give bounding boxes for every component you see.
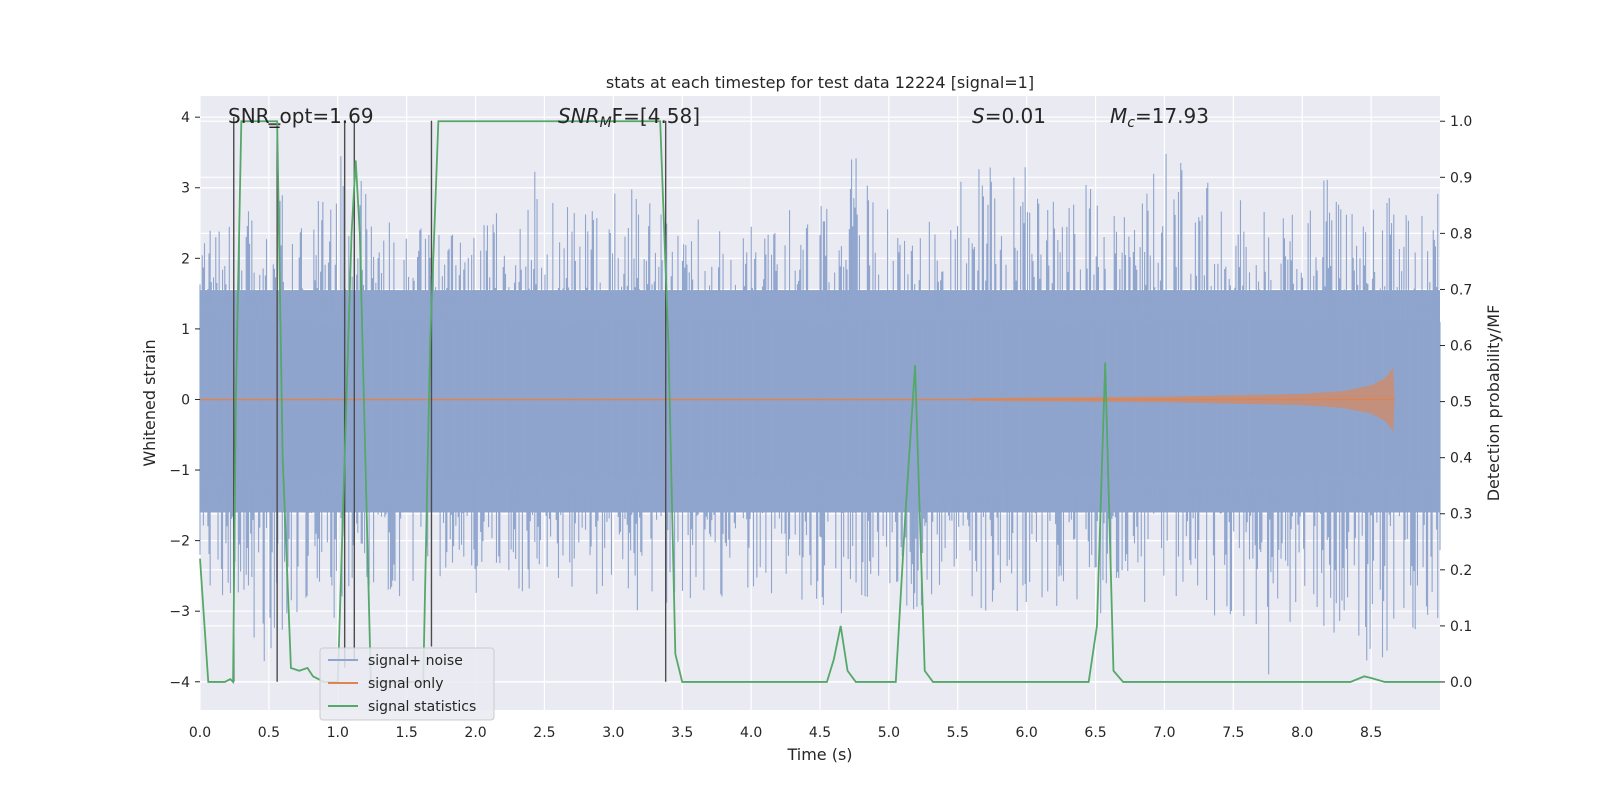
x-tick-label-17: 8.5 <box>1360 725 1382 741</box>
y2-tick-label-10: 0.0 <box>1450 675 1472 691</box>
legend-label-signal: signal only <box>368 676 443 692</box>
signal-only-series <box>200 367 1395 432</box>
legend-label-noise: signal+ noise <box>368 653 463 669</box>
y-tick-label-2: 2 <box>181 251 190 267</box>
x-tick-label-1: 0.5 <box>258 725 280 741</box>
y2-tick-label-3: 0.7 <box>1450 282 1472 298</box>
x-tick-label-14: 7.0 <box>1153 725 1175 741</box>
y-tick-label-4: 0 <box>181 392 190 408</box>
statistics-line <box>199 120 1440 685</box>
x-tick-label-4: 2.0 <box>464 725 486 741</box>
y-tick-label-8: −4 <box>169 675 190 691</box>
x-tick-label-0: 0.0 <box>189 725 211 741</box>
x-ticks: 0.0 0.5 1.0 1.5 2.0 2.5 3.0 3.5 4.0 4.5 5.0 5.5 6.0 6… <box>189 725 1382 741</box>
x-tick-label-2: 1.0 <box>327 725 349 741</box>
y-tick-label-7: −3 <box>169 604 190 620</box>
y2-tick-label-4: 0.6 <box>1450 339 1472 355</box>
signal-chirp <box>971 367 1395 432</box>
x-tick-label-11: 5.5 <box>947 725 969 741</box>
y2-tick-label-8: 0.2 <box>1450 563 1472 579</box>
y-ticks: 4 3 2 1 0 −1 −2 −3 −4 <box>169 110 200 691</box>
x-axis-label: Time (s) <box>786 745 852 764</box>
y2-tick-label-7: 0.3 <box>1450 507 1472 523</box>
annotation-mc: Mc=17.93 <box>1110 104 1209 131</box>
x-tick-label-7: 3.5 <box>671 725 693 741</box>
x-tick-label-9: 4.5 <box>809 725 831 741</box>
chart-title: stats at each timestep for test data 122… <box>606 73 1034 92</box>
y2-tick-label-1: 0.9 <box>1450 170 1472 186</box>
legend: signal+ noise signal only signal statist… <box>319 647 495 721</box>
x-tick-label-3: 1.5 <box>396 725 418 741</box>
y2-tick-label-9: 0.1 <box>1450 619 1472 635</box>
x-tick-label-6: 3.0 <box>602 725 624 741</box>
x-tick-label-12: 6.0 <box>1016 725 1038 741</box>
x-tick-label-15: 7.5 <box>1222 725 1244 741</box>
y-axis-label: Whitened strain <box>140 339 159 466</box>
y-tick-label-5: −1 <box>169 463 190 479</box>
y2-tick-label-2: 0.8 <box>1450 226 1472 242</box>
y-tick-label-6: −2 <box>169 534 190 550</box>
y2-tick-label-5: 0.5 <box>1450 395 1472 411</box>
x-tick-label-10: 5.0 <box>878 725 900 741</box>
legend-label-statistics: signal statistics <box>368 699 476 715</box>
statistics-series <box>199 120 1440 685</box>
x-tick-label-8: 4.0 <box>740 725 762 741</box>
y2-axis-label: Detection probability/MF <box>1484 305 1503 502</box>
y2-tick-label-0: 1.0 <box>1450 114 1472 130</box>
y2-tick-label-6: 0.4 <box>1450 451 1472 467</box>
annotation-snr-mf: SNRMF=[4.58] <box>558 104 700 131</box>
y2-ticks: 1.0 0.9 0.8 0.7 0.6 0.5 0.4 0.3 0.2 0.1 0.0 <box>1440 114 1472 691</box>
annotation-s: S=0.01 <box>972 104 1046 128</box>
y-tick-label-1: 3 <box>181 181 190 197</box>
y-tick-label-3: 1 <box>181 322 190 338</box>
x-tick-label-5: 2.5 <box>533 725 555 741</box>
y-tick-label-0: 4 <box>181 110 190 126</box>
x-tick-label-13: 6.5 <box>1084 725 1106 741</box>
legend-box <box>319 647 495 721</box>
x-tick-label-16: 8.0 <box>1291 725 1313 741</box>
annotation-snr-opt: SNR_opt=1.69 <box>228 104 374 128</box>
